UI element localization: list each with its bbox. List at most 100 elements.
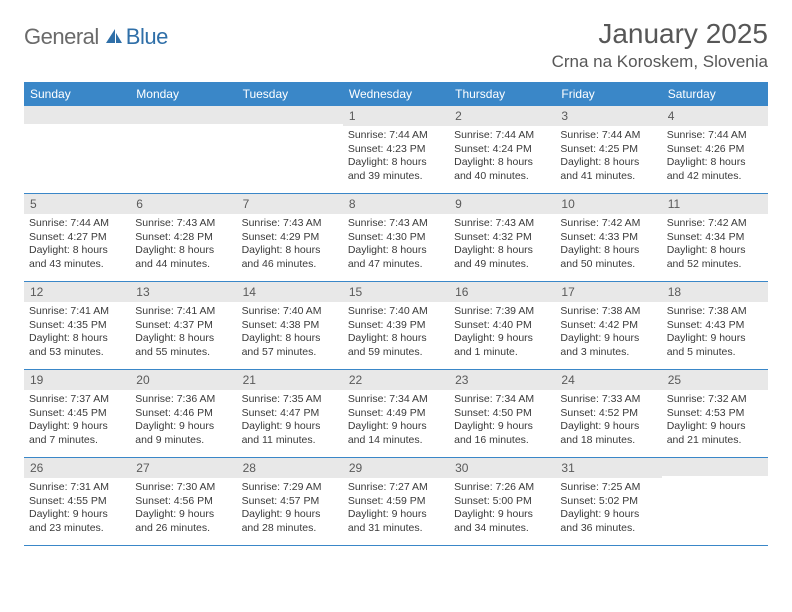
day-cell: 9Sunrise: 7:43 AMSunset: 4:32 PMDaylight… <box>449 194 555 281</box>
day-daylight1: Daylight: 9 hours <box>454 508 550 522</box>
day-cell: 3Sunrise: 7:44 AMSunset: 4:25 PMDaylight… <box>555 106 661 193</box>
day-sunrise: Sunrise: 7:30 AM <box>135 481 231 495</box>
day-details: Sunrise: 7:34 AMSunset: 4:50 PMDaylight:… <box>449 390 555 452</box>
day-daylight2: and 18 minutes. <box>560 434 656 448</box>
week-row: 26Sunrise: 7:31 AMSunset: 4:55 PMDayligh… <box>24 458 768 546</box>
dow-wednesday: Wednesday <box>343 82 449 106</box>
day-details: Sunrise: 7:40 AMSunset: 4:38 PMDaylight:… <box>237 302 343 364</box>
day-daylight2: and 59 minutes. <box>348 346 444 360</box>
day-daylight1: Daylight: 9 hours <box>135 508 231 522</box>
day-details: Sunrise: 7:43 AMSunset: 4:28 PMDaylight:… <box>130 214 236 276</box>
day-details: Sunrise: 7:30 AMSunset: 4:56 PMDaylight:… <box>130 478 236 540</box>
dow-sunday: Sunday <box>24 82 130 106</box>
day-daylight1: Daylight: 8 hours <box>348 156 444 170</box>
day-daylight2: and 46 minutes. <box>242 258 338 272</box>
day-number: 7 <box>237 194 343 214</box>
day-sunrise: Sunrise: 7:34 AM <box>454 393 550 407</box>
logo-sail-icon <box>104 27 124 50</box>
day-sunset: Sunset: 5:00 PM <box>454 495 550 509</box>
day-cell: 18Sunrise: 7:38 AMSunset: 4:43 PMDayligh… <box>662 282 768 369</box>
day-cell <box>24 106 130 193</box>
day-details: Sunrise: 7:39 AMSunset: 4:40 PMDaylight:… <box>449 302 555 364</box>
day-details: Sunrise: 7:43 AMSunset: 4:32 PMDaylight:… <box>449 214 555 276</box>
day-daylight1: Daylight: 8 hours <box>560 156 656 170</box>
day-details: Sunrise: 7:31 AMSunset: 4:55 PMDaylight:… <box>24 478 130 540</box>
day-number: 3 <box>555 106 661 126</box>
day-cell: 30Sunrise: 7:26 AMSunset: 5:00 PMDayligh… <box>449 458 555 545</box>
day-details: Sunrise: 7:41 AMSunset: 4:35 PMDaylight:… <box>24 302 130 364</box>
day-daylight1: Daylight: 8 hours <box>667 156 763 170</box>
day-number: 16 <box>449 282 555 302</box>
day-details: Sunrise: 7:44 AMSunset: 4:23 PMDaylight:… <box>343 126 449 188</box>
day-sunset: Sunset: 4:25 PM <box>560 143 656 157</box>
day-number: 27 <box>130 458 236 478</box>
day-details: Sunrise: 7:38 AMSunset: 4:42 PMDaylight:… <box>555 302 661 364</box>
day-sunset: Sunset: 4:27 PM <box>29 231 125 245</box>
day-daylight1: Daylight: 8 hours <box>348 244 444 258</box>
day-number: 14 <box>237 282 343 302</box>
day-cell: 31Sunrise: 7:25 AMSunset: 5:02 PMDayligh… <box>555 458 661 545</box>
logo-text-blue: Blue <box>126 24 168 50</box>
day-daylight2: and 16 minutes. <box>454 434 550 448</box>
day-daylight2: and 1 minute. <box>454 346 550 360</box>
day-daylight2: and 55 minutes. <box>135 346 231 360</box>
day-daylight2: and 44 minutes. <box>135 258 231 272</box>
day-daylight2: and 42 minutes. <box>667 170 763 184</box>
day-sunset: Sunset: 4:43 PM <box>667 319 763 333</box>
dow-tuesday: Tuesday <box>237 82 343 106</box>
day-details: Sunrise: 7:25 AMSunset: 5:02 PMDaylight:… <box>555 478 661 540</box>
day-sunset: Sunset: 4:40 PM <box>454 319 550 333</box>
day-daylight1: Daylight: 9 hours <box>242 508 338 522</box>
month-title: January 2025 <box>552 18 768 50</box>
day-number: 30 <box>449 458 555 478</box>
day-sunrise: Sunrise: 7:42 AM <box>560 217 656 231</box>
day-daylight2: and 9 minutes. <box>135 434 231 448</box>
day-sunset: Sunset: 4:30 PM <box>348 231 444 245</box>
day-daylight2: and 5 minutes. <box>667 346 763 360</box>
day-cell: 22Sunrise: 7:34 AMSunset: 4:49 PMDayligh… <box>343 370 449 457</box>
day-cell <box>237 106 343 193</box>
calendar-page: General Blue January 2025 Crna na Korosk… <box>0 0 792 556</box>
day-details: Sunrise: 7:37 AMSunset: 4:45 PMDaylight:… <box>24 390 130 452</box>
day-daylight1: Daylight: 8 hours <box>348 332 444 346</box>
day-daylight1: Daylight: 9 hours <box>29 420 125 434</box>
day-sunset: Sunset: 4:29 PM <box>242 231 338 245</box>
day-sunset: Sunset: 4:24 PM <box>454 143 550 157</box>
day-sunset: Sunset: 4:57 PM <box>242 495 338 509</box>
day-sunrise: Sunrise: 7:31 AM <box>29 481 125 495</box>
day-number: 24 <box>555 370 661 390</box>
day-daylight1: Daylight: 8 hours <box>454 156 550 170</box>
day-details: Sunrise: 7:44 AMSunset: 4:27 PMDaylight:… <box>24 214 130 276</box>
day-cell <box>662 458 768 545</box>
day-sunset: Sunset: 4:33 PM <box>560 231 656 245</box>
week-row: 1Sunrise: 7:44 AMSunset: 4:23 PMDaylight… <box>24 106 768 194</box>
day-daylight1: Daylight: 9 hours <box>560 508 656 522</box>
day-daylight2: and 41 minutes. <box>560 170 656 184</box>
day-cell: 1Sunrise: 7:44 AMSunset: 4:23 PMDaylight… <box>343 106 449 193</box>
day-sunrise: Sunrise: 7:43 AM <box>348 217 444 231</box>
day-sunrise: Sunrise: 7:44 AM <box>667 129 763 143</box>
day-sunrise: Sunrise: 7:40 AM <box>242 305 338 319</box>
day-number: 22 <box>343 370 449 390</box>
day-sunrise: Sunrise: 7:33 AM <box>560 393 656 407</box>
day-sunset: Sunset: 4:28 PM <box>135 231 231 245</box>
day-daylight2: and 34 minutes. <box>454 522 550 536</box>
day-sunrise: Sunrise: 7:44 AM <box>454 129 550 143</box>
day-daylight2: and 36 minutes. <box>560 522 656 536</box>
day-sunrise: Sunrise: 7:40 AM <box>348 305 444 319</box>
day-daylight2: and 31 minutes. <box>348 522 444 536</box>
day-details: Sunrise: 7:43 AMSunset: 4:30 PMDaylight:… <box>343 214 449 276</box>
day-cell: 25Sunrise: 7:32 AMSunset: 4:53 PMDayligh… <box>662 370 768 457</box>
day-number <box>24 106 130 124</box>
dow-friday: Friday <box>555 82 661 106</box>
day-daylight1: Daylight: 8 hours <box>560 244 656 258</box>
dow-saturday: Saturday <box>662 82 768 106</box>
day-daylight2: and 21 minutes. <box>667 434 763 448</box>
day-sunrise: Sunrise: 7:43 AM <box>242 217 338 231</box>
weeks-container: 1Sunrise: 7:44 AMSunset: 4:23 PMDaylight… <box>24 106 768 546</box>
day-daylight2: and 43 minutes. <box>29 258 125 272</box>
day-sunrise: Sunrise: 7:38 AM <box>560 305 656 319</box>
day-daylight2: and 50 minutes. <box>560 258 656 272</box>
day-daylight1: Daylight: 9 hours <box>348 508 444 522</box>
day-number <box>662 458 768 476</box>
